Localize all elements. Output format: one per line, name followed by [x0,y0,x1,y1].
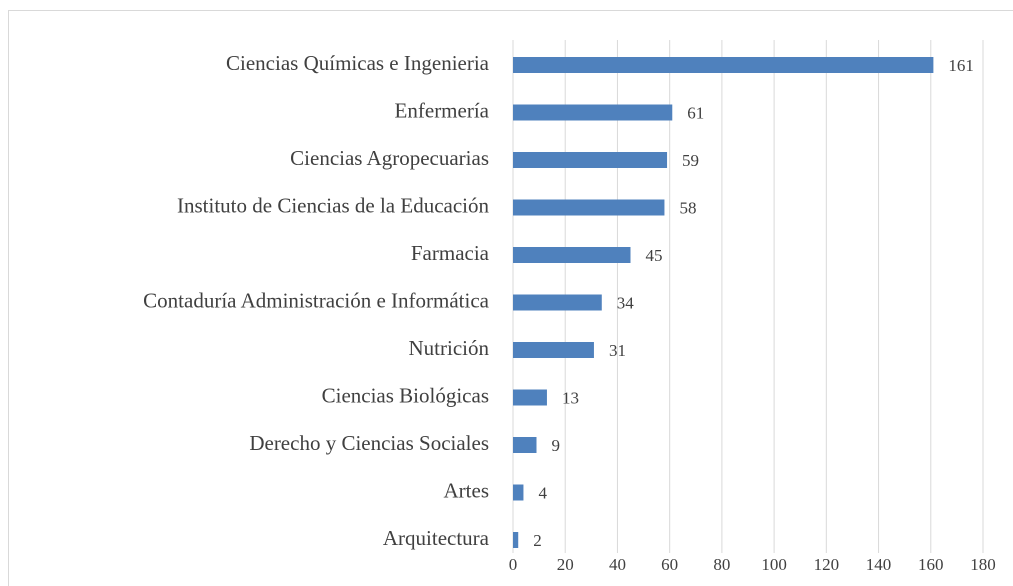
y-tick-label: Ciencias Agropecuarias [290,146,489,170]
bar [513,484,524,501]
data-label: 31 [609,341,626,360]
x-tick-label: 100 [761,555,787,574]
y-tick-label: Ciencias Químicas e Ingenieria [226,51,490,75]
bar [513,199,665,216]
data-label: 13 [562,388,579,407]
y-tick-label: Enfermería [395,98,490,122]
chart-frame [8,10,1013,586]
bar [513,152,668,168]
x-tick-label: 40 [609,555,626,574]
data-label: 61 [687,103,704,122]
x-tick-label: 80 [713,555,730,574]
x-tick-label: 160 [918,555,944,574]
data-label: 9 [552,436,561,455]
y-tick-label: Artes [444,478,490,502]
data-label: 4 [538,483,547,502]
y-tick-label: Contaduría Administración e Informática [143,288,489,312]
x-tick-label: 140 [866,555,892,574]
bar [513,294,602,311]
bar [513,104,673,121]
bar [513,247,631,263]
y-tick-label: Ciencias Biológicas [322,383,489,407]
data-label: 58 [679,198,696,217]
y-tick-label: Farmacia [411,241,490,265]
bar [513,389,547,406]
data-label: 161 [948,56,974,75]
bar [513,437,537,453]
y-tick-label: Nutrición [409,336,490,360]
x-tick-label: 0 [509,555,518,574]
data-label: 2 [533,531,542,550]
bar [513,342,594,358]
x-tick-label: 20 [557,555,574,574]
x-tick-label: 120 [814,555,840,574]
data-label: 45 [646,246,663,265]
y-tick-label: Derecho y Ciencias Sociales [249,431,489,455]
y-tick-label: Arquitectura [383,526,490,550]
data-label: 34 [617,293,635,312]
data-label: 59 [682,151,699,170]
x-tick-label: 180 [970,555,996,574]
x-tick-label: 60 [661,555,678,574]
y-tick-label: Instituto de Ciencias de la Educación [177,193,489,217]
bar [513,57,934,73]
bar [513,532,519,548]
